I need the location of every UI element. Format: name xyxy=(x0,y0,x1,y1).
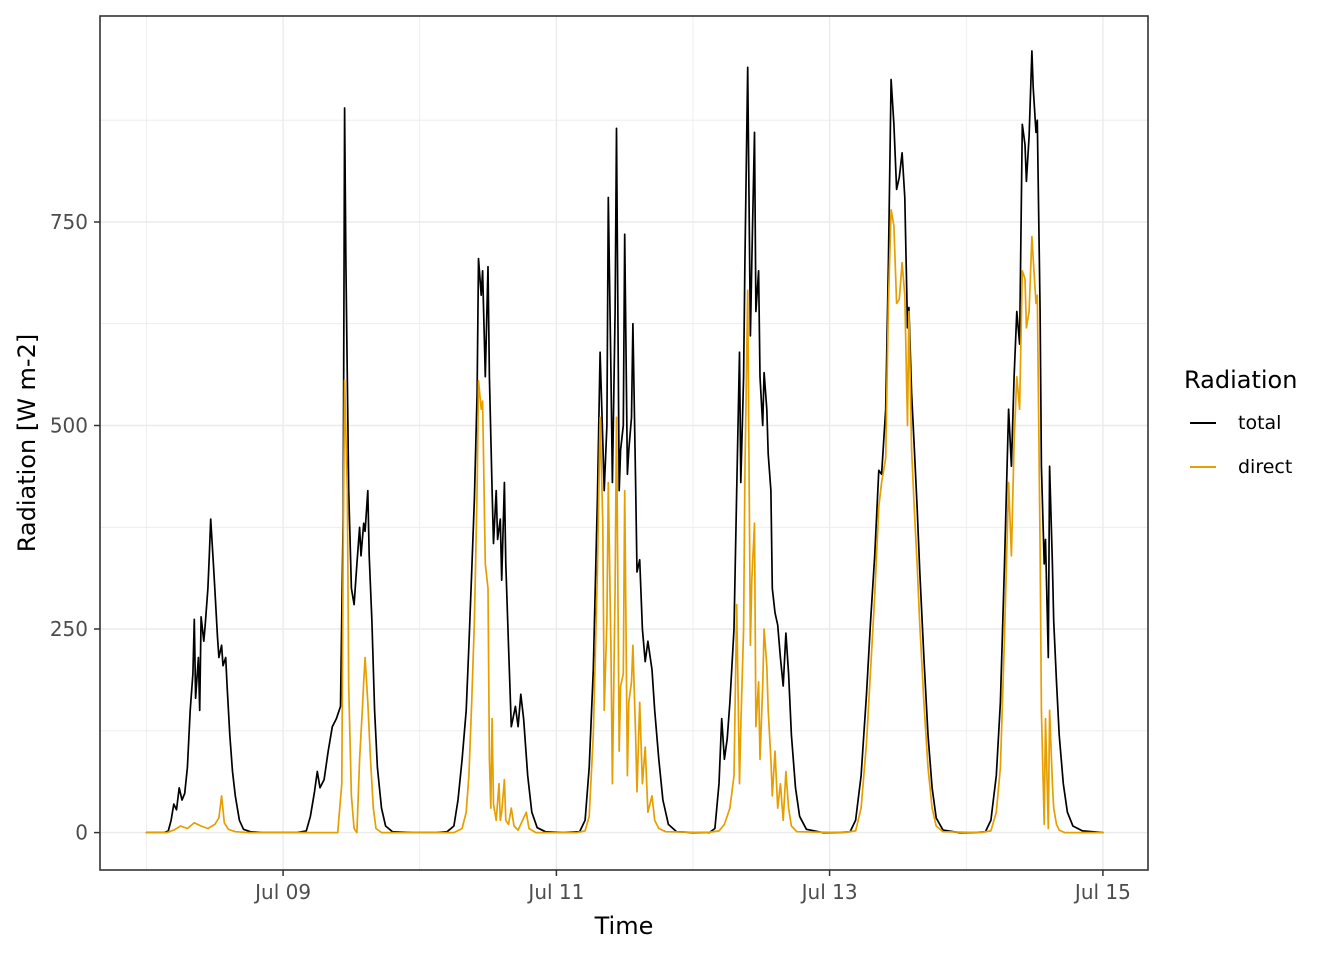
y-axis-ticks: 0 250 500 750 xyxy=(50,210,100,845)
x-tick-label: Jul 11 xyxy=(526,880,584,904)
legend-item-total: total xyxy=(1184,412,1297,434)
legend: Radiation total direct xyxy=(1184,366,1297,500)
series-total-line xyxy=(145,50,1104,834)
y-tick-label: 750 xyxy=(50,210,88,234)
y-tick-label: 250 xyxy=(50,617,88,641)
x-tick-label: Jul 13 xyxy=(800,880,858,904)
x-tick-label: Jul 15 xyxy=(1073,880,1131,904)
legend-item-direct: direct xyxy=(1184,456,1297,478)
total-line-key-icon xyxy=(1190,422,1216,424)
minor-gridlines xyxy=(100,16,1148,870)
x-axis-title: Time xyxy=(594,912,654,940)
x-tick-label: Jul 09 xyxy=(253,880,311,904)
y-tick-label: 0 xyxy=(75,821,88,845)
x-axis-ticks: Jul 09 Jul 11 Jul 13 Jul 15 xyxy=(253,870,1131,904)
legend-label-total: total xyxy=(1238,412,1282,434)
major-gridlines xyxy=(100,16,1148,870)
y-tick-label: 500 xyxy=(50,414,88,438)
series-direct-line xyxy=(145,208,1104,834)
legend-title: Radiation xyxy=(1184,366,1298,394)
direct-line-key-icon xyxy=(1190,466,1216,468)
y-axis-title: Radiation [W m-2] xyxy=(13,333,41,553)
legend-label-direct: direct xyxy=(1238,456,1293,478)
panel-border xyxy=(99,15,1149,871)
